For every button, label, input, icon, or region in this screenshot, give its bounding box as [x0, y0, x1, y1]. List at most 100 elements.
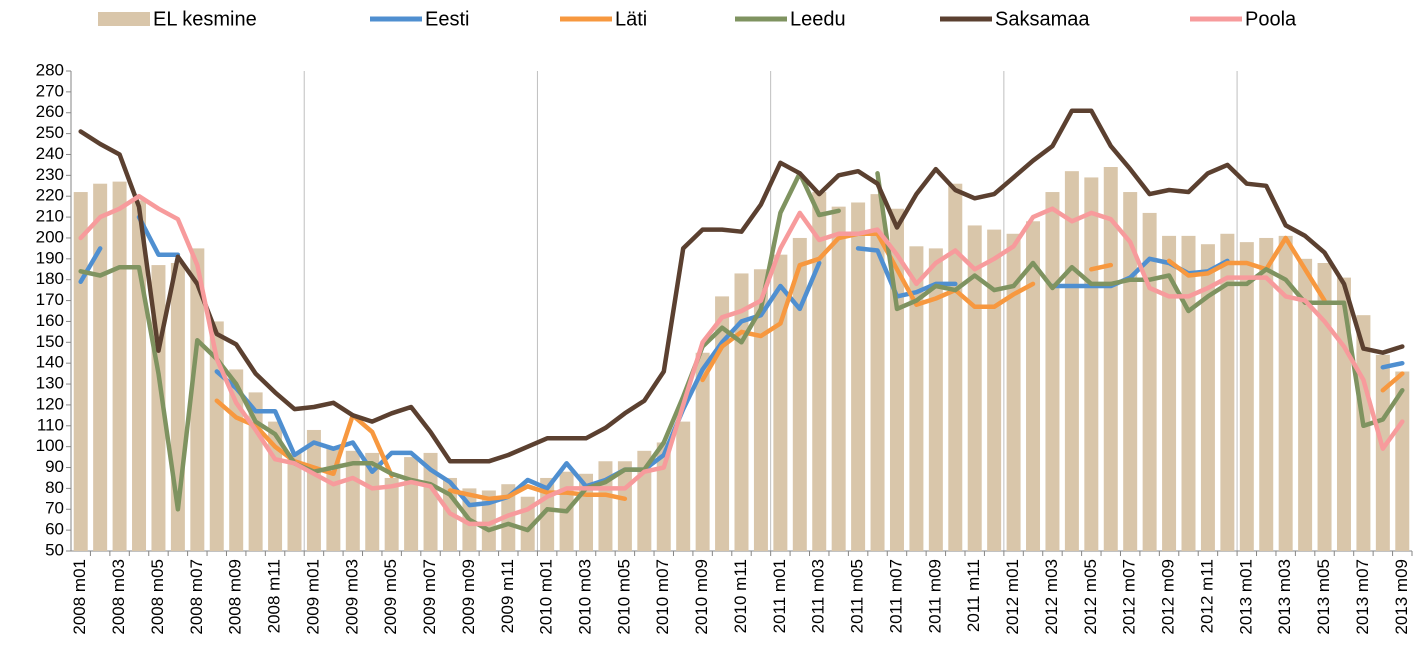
x-tick-label: 2010 m05 — [614, 559, 633, 635]
bar — [812, 192, 827, 552]
x-tick-label: 2008 m05 — [148, 559, 167, 635]
bar — [598, 461, 613, 551]
x-tick-label: 2011 m03 — [809, 559, 828, 633]
y-tick-label: 80 — [45, 478, 64, 497]
x-tick-label: 2008 m11 — [265, 559, 284, 633]
y-tick-label: 210 — [36, 207, 64, 226]
legend-label: Eesti — [425, 8, 469, 30]
x-tick-label: 2008 m03 — [109, 559, 128, 635]
bar — [73, 192, 88, 552]
bar — [1200, 244, 1215, 551]
x-tick-label: 2013 m03 — [1275, 559, 1294, 635]
bar — [1162, 235, 1177, 551]
y-tick-label: 170 — [36, 290, 64, 309]
bar — [1084, 177, 1099, 551]
y-tick-label: 140 — [36, 353, 64, 372]
x-tick-label: 2012 m01 — [1003, 559, 1022, 635]
legend-label: Poola — [1245, 8, 1297, 30]
x-tick-label: 2010 m11 — [731, 559, 750, 633]
bar — [287, 452, 302, 551]
x-tick-label: 2009 m01 — [303, 559, 322, 635]
bar — [1142, 212, 1157, 552]
bar — [909, 246, 924, 551]
legend-label: EL kesmine — [153, 8, 257, 30]
bar — [1375, 354, 1390, 551]
legend-swatch — [98, 12, 150, 26]
bar — [753, 269, 768, 551]
x-tick-label: 2011 m01 — [770, 559, 789, 633]
x-tick-label: 2010 m09 — [692, 559, 711, 635]
y-tick-label: 270 — [36, 81, 64, 100]
legend-label: Saksamaa — [995, 8, 1090, 30]
bar — [948, 183, 963, 551]
x-tick-label: 2009 m09 — [459, 559, 478, 635]
y-tick-label: 190 — [36, 248, 64, 267]
x-tick-label: 2012 m03 — [1042, 559, 1061, 635]
y-tick-label: 160 — [36, 311, 64, 330]
bar — [792, 237, 807, 551]
x-tick-label: 2008 m09 — [226, 559, 245, 635]
x-tick-label: 2012 m07 — [1120, 559, 1139, 635]
bar — [1239, 242, 1254, 551]
bar — [715, 296, 730, 551]
x-tick-label: 2013 m05 — [1314, 559, 1333, 635]
x-tick-label: 2013 m09 — [1392, 559, 1411, 635]
y-tick-label: 50 — [45, 540, 64, 559]
bar — [1026, 221, 1041, 551]
x-tick-label: 2011 m11 — [964, 559, 983, 632]
y-tick-label: 150 — [36, 332, 64, 351]
bar — [1298, 258, 1313, 551]
x-tick-label: 2012 m05 — [1081, 559, 1100, 635]
x-tick-label: 2009 m07 — [420, 559, 439, 635]
y-tick-label: 90 — [45, 457, 64, 476]
y-tick-label: 180 — [36, 269, 64, 288]
x-tick-label: 2010 m01 — [537, 559, 556, 635]
line — [78, 193, 1405, 527]
bar — [306, 429, 321, 551]
bar — [365, 452, 380, 551]
bar — [209, 321, 224, 551]
bar — [1006, 233, 1021, 552]
bar — [423, 452, 438, 551]
legend-label: Leedu — [790, 8, 846, 30]
line — [78, 214, 1405, 508]
y-tick-label: 60 — [45, 520, 64, 539]
y-tick-label: 230 — [36, 165, 64, 184]
y-tick-label: 220 — [36, 186, 64, 205]
bar — [676, 421, 691, 551]
x-tick-label: 2012 m11 — [1197, 559, 1216, 633]
bar — [1045, 192, 1060, 552]
x-tick-label: 2013 m01 — [1236, 559, 1255, 635]
bar — [93, 183, 108, 551]
bar — [851, 202, 866, 551]
bar — [1103, 167, 1118, 551]
bar — [1181, 235, 1196, 551]
x-tick-label: 2013 m07 — [1353, 559, 1372, 635]
y-tick-label: 280 — [36, 60, 64, 79]
y-tick-label: 110 — [37, 415, 64, 434]
bar — [112, 181, 127, 551]
x-tick-label: 2011 m07 — [886, 559, 905, 633]
legend-label: Läti — [615, 8, 647, 30]
y-tick-label: 200 — [36, 227, 64, 246]
bar — [695, 352, 710, 551]
bar — [928, 248, 943, 552]
y-tick-label: 120 — [36, 394, 64, 413]
line — [78, 108, 1405, 464]
x-tick-label: 2012 m09 — [1159, 559, 1178, 635]
y-tick-label: 260 — [36, 102, 64, 121]
bar — [1278, 235, 1293, 551]
y-tick-label: 130 — [36, 374, 64, 393]
bar — [1395, 371, 1410, 551]
x-tick-label: 2009 m11 — [498, 559, 517, 633]
y-tick-label: 70 — [45, 499, 64, 518]
x-tick-label: 2011 m09 — [925, 559, 944, 633]
y-tick-label: 250 — [36, 123, 64, 142]
y-tick-label: 240 — [36, 144, 64, 163]
x-tick-label: 2009 m03 — [342, 559, 361, 635]
x-tick-label: 2008 m01 — [70, 559, 89, 635]
bar — [1259, 237, 1274, 551]
bar — [190, 248, 205, 552]
y-tick-label: 100 — [36, 436, 64, 455]
